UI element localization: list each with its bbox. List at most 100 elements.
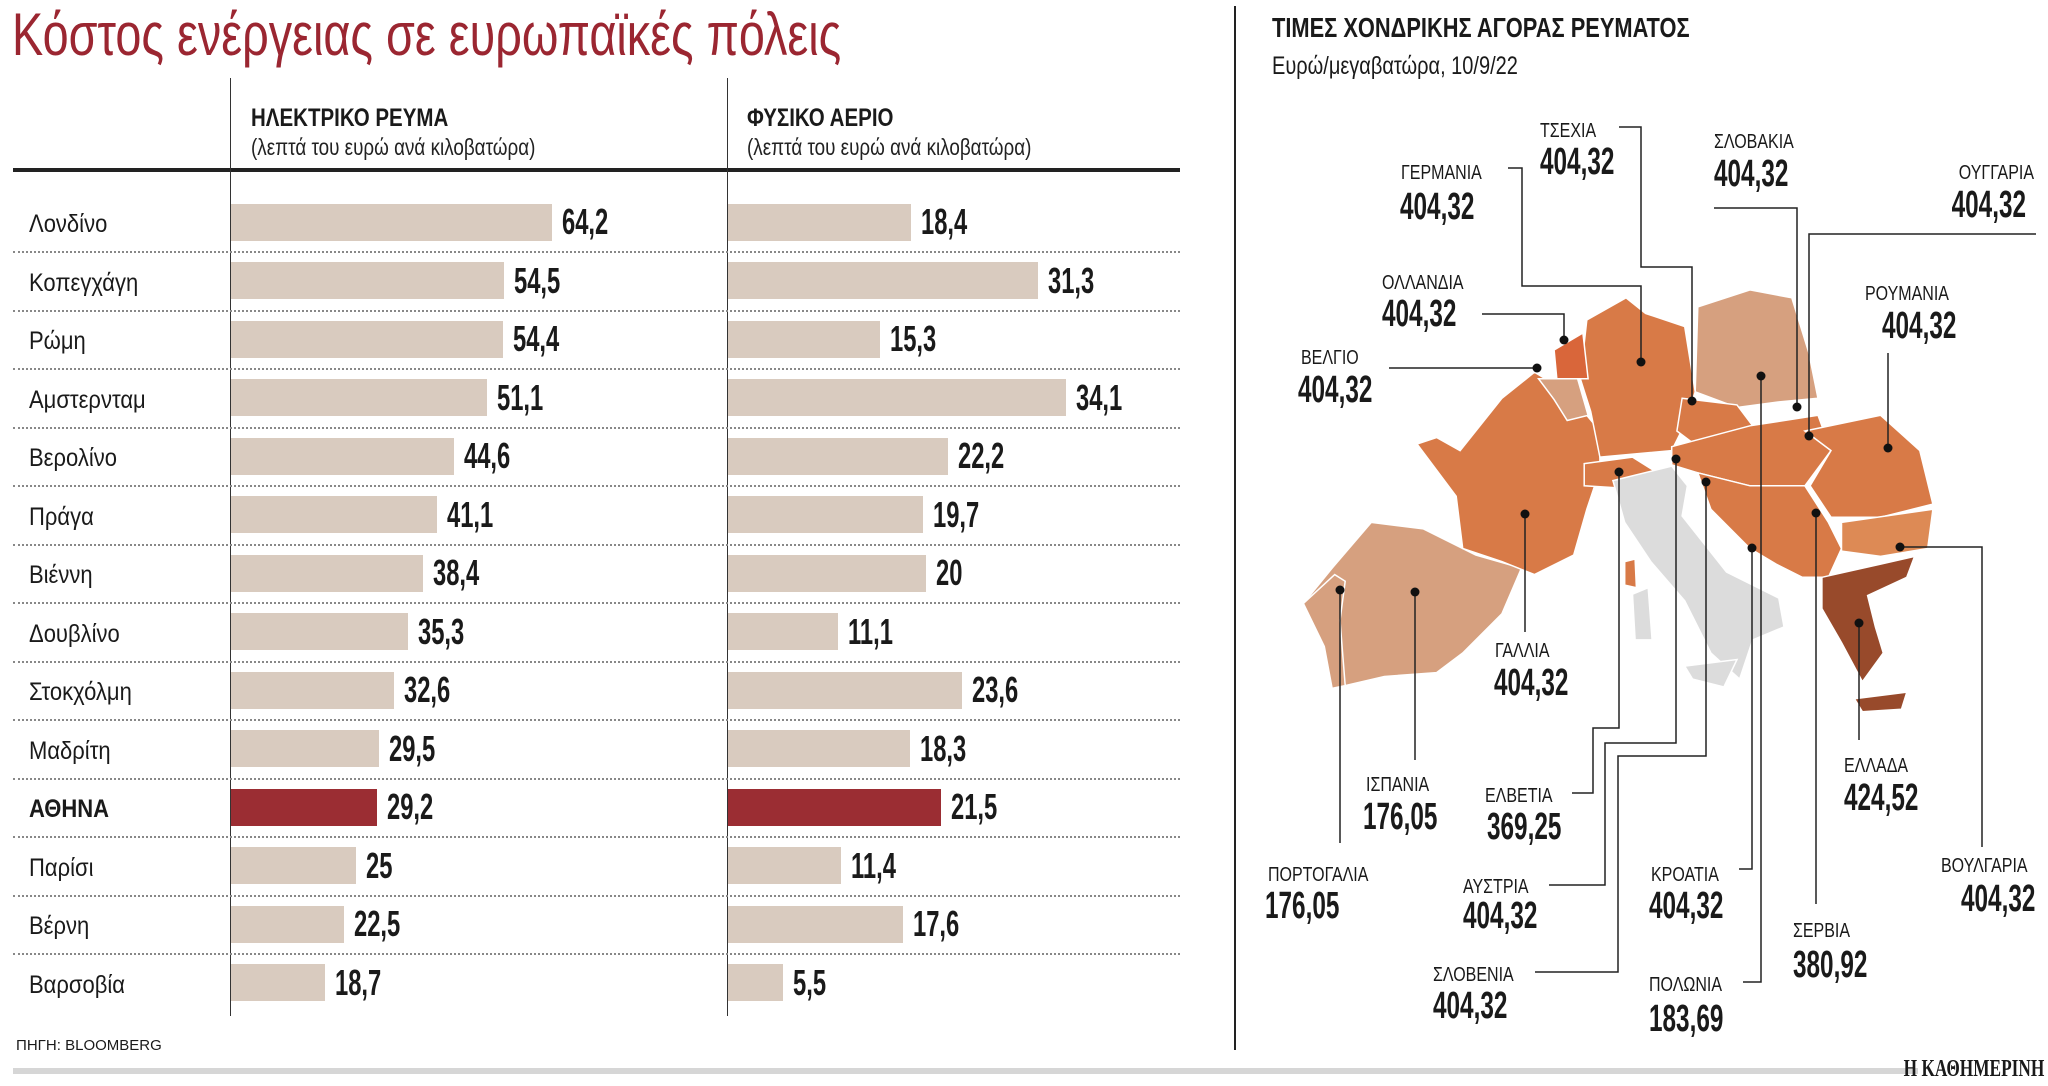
gas-bar: [728, 905, 903, 943]
country-price: 404,32: [1714, 151, 1788, 194]
footer-rule: [13, 1068, 1918, 1074]
electricity-value: 64,2: [562, 201, 609, 242]
electricity-value: 38,4: [433, 552, 480, 593]
country-name: ΣΛΟΒΑΚΙΑ: [1714, 130, 1795, 152]
country-price: 404,32: [1952, 182, 2026, 225]
gas-value: 11,1: [848, 610, 894, 652]
location-dot: [1895, 542, 1905, 552]
gas-bar: [728, 788, 942, 826]
country-price: 404,32: [1649, 883, 1723, 926]
country-shape-sardinia: [1631, 586, 1653, 641]
leader-line: [1743, 376, 1762, 983]
gas-bar: [728, 554, 927, 592]
leader-line: [1508, 167, 1642, 362]
gas-value: 21,5: [951, 786, 998, 827]
country-name: ΠΟΡΤΟΓΑΛΙΑ: [1268, 863, 1369, 885]
row-separator: [13, 602, 1180, 604]
location-dot: [1335, 585, 1345, 595]
electricity-value: 41,1: [446, 493, 493, 535]
electricity-unit: (λεπτά του ευρώ ανά κιλοβατώρα): [251, 134, 536, 160]
country-name: ΕΛΒΕΤΙΑ: [1485, 784, 1553, 806]
country-shape-poland: [1694, 289, 1819, 409]
leader-line: [1739, 548, 1753, 870]
country-name: ΑΥΣΤΡΙΑ: [1463, 875, 1529, 897]
country-shape-romania: [1803, 414, 1934, 518]
country-shape-sicily: [1683, 658, 1739, 688]
electricity-value: 32,6: [404, 669, 451, 710]
country-price: 404,32: [1882, 303, 1956, 346]
electricity-bar: [231, 203, 552, 241]
country-name: ΤΣΕΧΙΑ: [1540, 119, 1597, 141]
row-separator: [13, 953, 1180, 955]
brand-logo: Η ΚΑΘΗΜΕΡΙΝΗ: [1903, 1056, 2044, 1082]
gas-value: 34,1: [1076, 376, 1123, 418]
leader-line: [1572, 472, 1620, 794]
location-dot: [1559, 335, 1569, 345]
page-title: Κόστος ενέργειας σε ευρωπαϊκές πόλεις: [12, 1, 842, 68]
country-price: 176,05: [1265, 883, 1339, 926]
electricity-bar: [231, 320, 503, 358]
location-dot: [1811, 508, 1821, 518]
gas-unit: (λεπτά του ευρώ ανά κιλοβατώρα): [747, 134, 1032, 160]
country-name: ΟΥΓΓΑΡΙΑ: [1959, 161, 2035, 183]
electricity-bar: [231, 964, 325, 1001]
electricity-bar: [231, 554, 423, 592]
city-label: Βιέννη: [29, 561, 93, 589]
leader-lines: [1335, 126, 2036, 983]
city-label: Πράγα: [29, 502, 94, 531]
leader-line: [1482, 313, 1565, 340]
country-price: 404,32: [1433, 983, 1507, 1026]
electricity-value: 54,5: [513, 259, 560, 301]
location-dot: [1701, 477, 1711, 487]
country-name: ΚΡΟΑΤΙΑ: [1651, 863, 1720, 885]
row-separator: [13, 251, 1180, 253]
country-name: ΠΟΛΩΝΙΑ: [1649, 973, 1723, 995]
row-separator: [13, 543, 1180, 546]
gas-bar: [728, 379, 1067, 416]
gas-value: 18,4: [920, 201, 967, 242]
country-shape-italy: [1611, 465, 1785, 681]
country-name: ΓΕΡΜΑΝΙΑ: [1401, 161, 1483, 183]
gas-bar: [728, 730, 910, 767]
country-shape-netherlands: [1553, 331, 1589, 380]
electricity-value: 51,1: [496, 376, 543, 418]
electricity-bar: [231, 730, 379, 767]
row-separator: [13, 426, 1180, 429]
city-label: Ρώμη: [29, 327, 86, 355]
city-label: Βαρσοβία: [29, 970, 125, 999]
row-separator: [13, 309, 1180, 312]
row-separator: [13, 485, 1180, 487]
country-price: 404,32: [1463, 893, 1537, 936]
gas-value: 5,5: [792, 961, 826, 1003]
gas-value: 19,7: [933, 493, 980, 535]
electricity-value: 18,7: [334, 961, 381, 1003]
country-price: 404,32: [1382, 291, 1456, 334]
electricity-bar: [231, 671, 394, 709]
electricity-value: 54,4: [513, 318, 560, 359]
gas-bar: [728, 964, 783, 1001]
electricity-bar: [231, 262, 504, 299]
country-name: ΡΟΥΜΑΝΙΑ: [1865, 282, 1950, 304]
electricity-bar: [231, 847, 356, 884]
country-shapes: [1302, 289, 1934, 713]
row-separator: [13, 836, 1180, 838]
country-shape-germany: [1579, 296, 1696, 458]
row-separator: [13, 660, 1180, 663]
leader-line: [1900, 546, 1983, 847]
country-shape-bulgaria: [1840, 508, 1934, 558]
gas-value: 23,6: [972, 669, 1019, 710]
electricity-value: 44,6: [464, 435, 511, 476]
city-label: Κοπεγχάγη: [29, 268, 139, 297]
country-price: 380,92: [1793, 942, 1867, 985]
electricity-axis: [230, 78, 231, 1016]
city-label: Στοκχόλμη: [29, 678, 132, 706]
gas-bar: [728, 262, 1039, 299]
location-dot: [1804, 431, 1814, 441]
electricity-bar: [231, 788, 377, 826]
country-shape-crete: [1853, 691, 1908, 713]
electricity-header: ΗΛΕΚΤΡΙΚΟ ΡΕΥΜΑ: [251, 104, 449, 132]
gas-value: 17,6: [912, 903, 959, 944]
gas-axis: [727, 78, 728, 1016]
location-dot: [1792, 402, 1802, 412]
